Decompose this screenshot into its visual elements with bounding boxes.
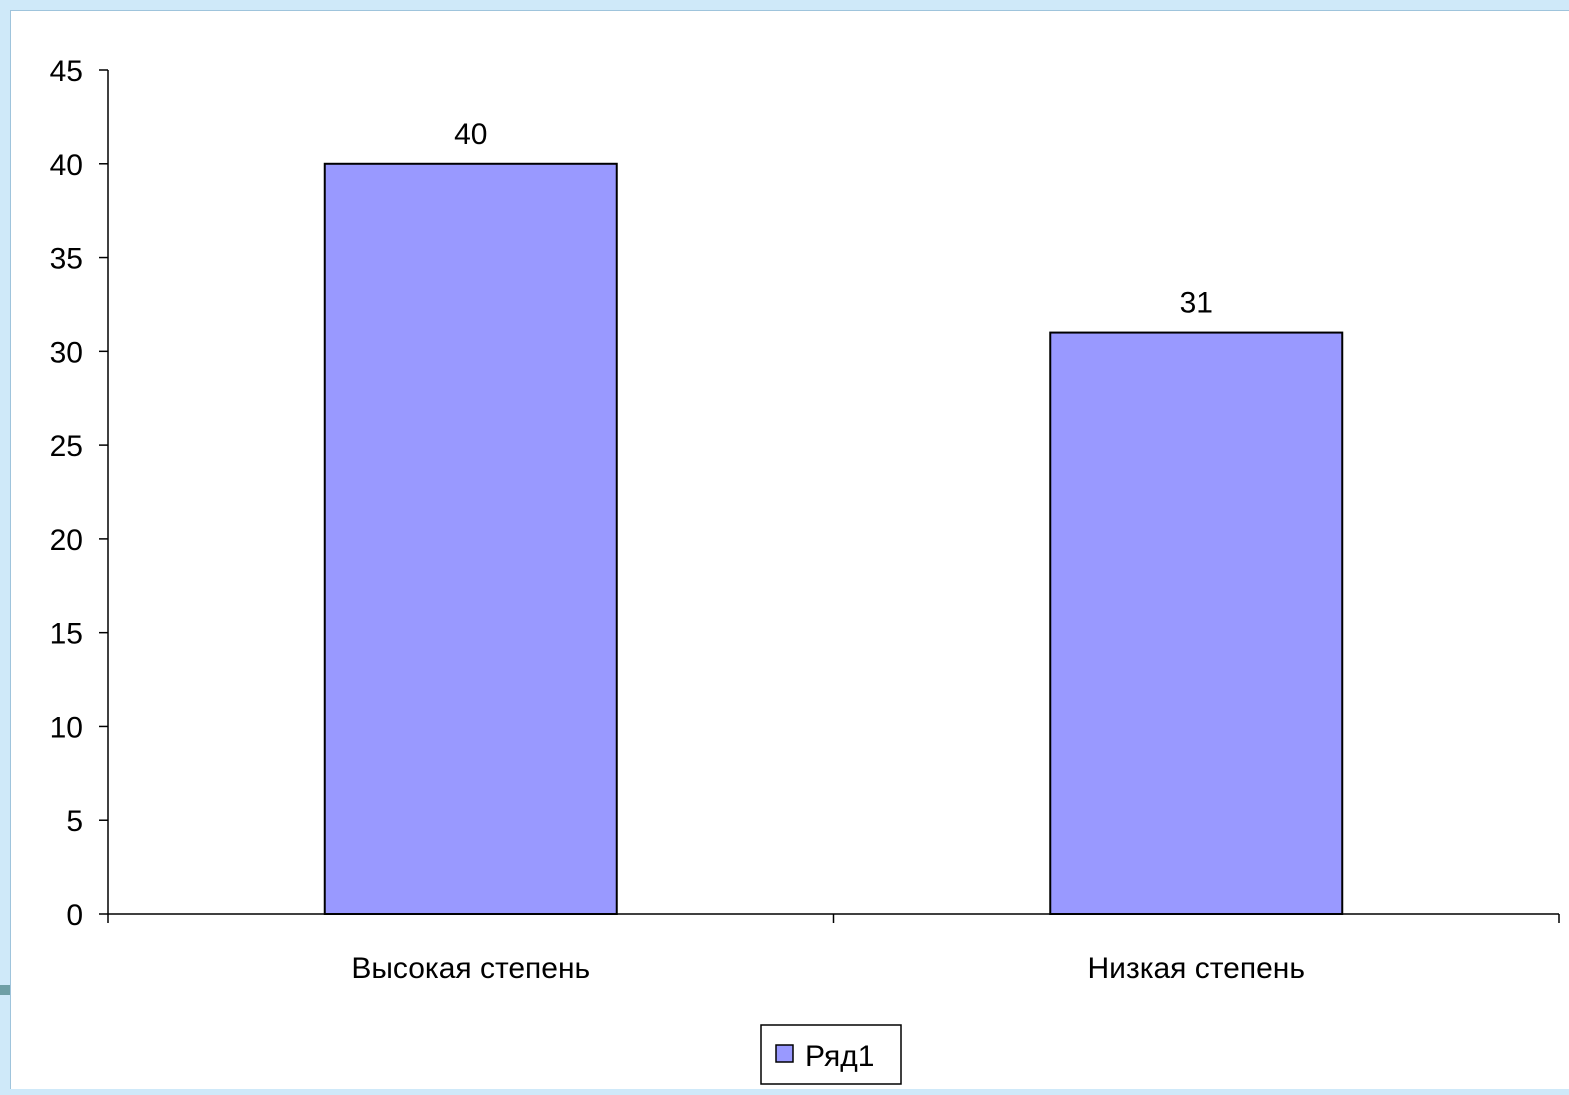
legend-label-series-1: Ряд1 [805,1040,874,1073]
y-tick-label: 15 [50,618,83,651]
x-category-label: Низкая степень [1088,952,1305,985]
y-tick-label: 45 [50,55,83,88]
bars [323,162,1344,916]
y-tick-label: 40 [50,149,83,182]
y-tick-label: 10 [50,711,83,744]
legend-swatch [775,1044,794,1063]
y-tick-label: 0 [66,899,83,932]
bar-2 [1049,331,1344,916]
bar-1 [323,162,618,915]
x-axis: Высокая степень Низкая степень [107,913,1560,985]
y-tick-label: 30 [50,336,83,369]
x-category-label: Высокая степень [351,952,590,985]
y-tick-label: 35 [50,243,83,276]
y-axis: 0 5 10 15 20 25 30 35 40 45 [50,55,109,932]
chart-frame: 0 5 10 15 20 25 30 35 40 45 40 31 Высокая степень Н… [10,10,1569,1089]
data-label-2: 31 [1180,287,1213,320]
y-tick-label: 5 [66,805,83,838]
y-tick-label: 20 [50,524,83,557]
data-label-1: 40 [454,118,487,151]
y-tick-label: 25 [50,430,83,463]
slide-edge-mark [0,985,10,995]
data-labels: 40 31 [454,118,1213,320]
bar-chart: 0 5 10 15 20 25 30 35 40 45 40 31 Высокая степень Н… [50,55,1560,1085]
legend: Ряд1 [760,1024,902,1085]
